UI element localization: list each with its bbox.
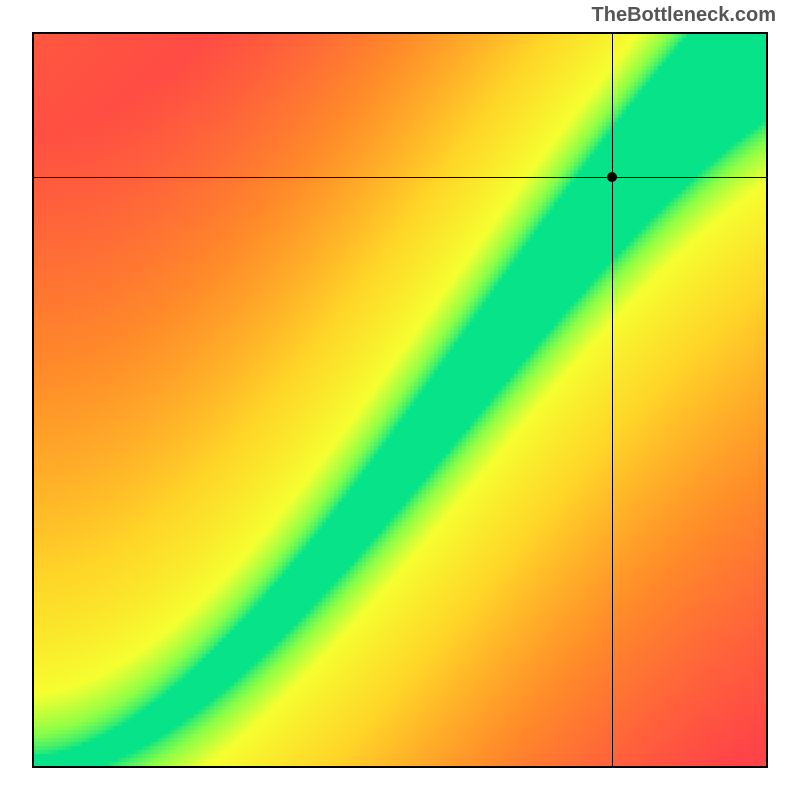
- chart-container: TheBottleneck.com: [0, 0, 800, 800]
- crosshair-vertical: [612, 34, 613, 766]
- heatmap-canvas: [34, 34, 766, 766]
- crosshair-horizontal: [34, 177, 766, 178]
- watermark-text: TheBottleneck.com: [592, 4, 776, 27]
- heatmap-chart: [32, 32, 768, 768]
- marker-dot: [607, 172, 617, 182]
